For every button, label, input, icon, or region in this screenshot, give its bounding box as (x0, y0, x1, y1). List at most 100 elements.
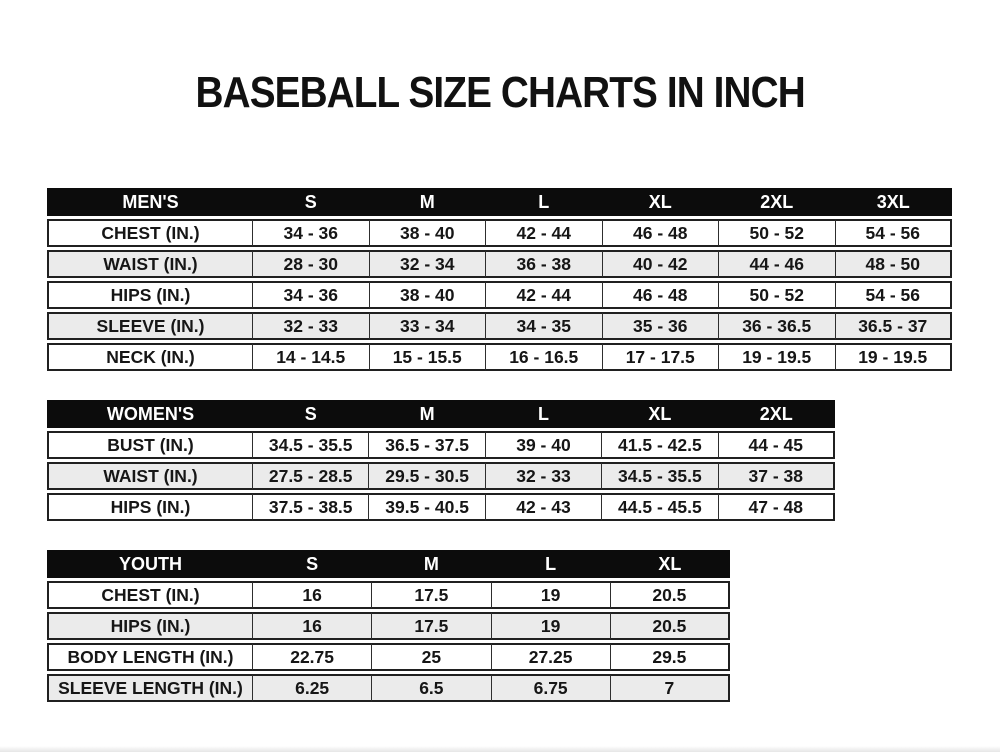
size-value-cell: 27.5 - 28.5 (253, 462, 370, 490)
size-column-header: XL (610, 550, 730, 578)
table-row: WAIST (IN.) 28 - 30 32 - 34 36 - 38 40 - 42 4… (47, 250, 952, 278)
size-column-header: 2XL (719, 188, 836, 216)
size-value-cell: 20.5 (610, 581, 730, 609)
size-column-header: L (486, 188, 603, 216)
size-column-header: XL (602, 188, 719, 216)
size-value-cell: 38 - 40 (369, 281, 486, 309)
size-value-cell: 36 - 36.5 (719, 312, 836, 340)
table-row: NECK (IN.) 14 - 14.5 15 - 15.5 16 - 16.5 17 … (47, 343, 952, 371)
size-value-cell: 15 - 15.5 (369, 343, 486, 371)
header-row: MEN'S S M L XL 2XL 3XL (47, 188, 952, 216)
row-label-cell: HIPS (IN.) (47, 493, 253, 521)
row-label-cell: WAIST (IN.) (47, 462, 253, 490)
size-column-header: XL (602, 400, 719, 428)
size-value-cell: 6.5 (372, 674, 492, 702)
table-row: HIPS (IN.) 34 - 36 38 - 40 42 - 44 46 - 48 50… (47, 281, 952, 309)
header-row: YOUTH S M L XL (47, 550, 730, 578)
size-value-cell: 46 - 48 (602, 281, 719, 309)
table-row: CHEST (IN.) 34 - 36 38 - 40 42 - 44 46 - 48 5… (47, 219, 952, 247)
size-value-cell: 28 - 30 (253, 250, 370, 278)
size-value-cell: 41.5 - 42.5 (602, 431, 719, 459)
size-value-cell: 20.5 (610, 612, 730, 640)
size-value-cell: 36.5 - 37 (835, 312, 952, 340)
womens-size-table: WOMEN'S S M L XL 2XL BUST (IN.) 34.5 - 35.5 36.5… (47, 397, 835, 524)
table-title-cell: WOMEN'S (47, 400, 253, 428)
row-label-cell: SLEEVE (IN.) (47, 312, 253, 340)
size-value-cell: 34.5 - 35.5 (602, 462, 719, 490)
size-value-cell: 17.5 (372, 581, 492, 609)
size-value-cell: 25 (372, 643, 492, 671)
page-title-wrap: BASEBALL SIZE CHARTS IN INCH (0, 68, 1000, 118)
size-value-cell: 44 - 45 (718, 431, 835, 459)
size-column-header: L (491, 550, 611, 578)
size-value-cell: 36 - 38 (486, 250, 603, 278)
table-row: BODY LENGTH (IN.) 22.75 25 27.25 29.5 (47, 643, 730, 671)
size-value-cell: 17 - 17.5 (602, 343, 719, 371)
size-value-cell: 16 - 16.5 (486, 343, 603, 371)
size-value-cell: 19 - 19.5 (835, 343, 952, 371)
row-label-cell: CHEST (IN.) (47, 581, 253, 609)
size-column-header: M (369, 400, 486, 428)
size-value-cell: 29.5 (610, 643, 730, 671)
table-row: CHEST (IN.) 16 17.5 19 20.5 (47, 581, 730, 609)
size-value-cell: 46 - 48 (602, 219, 719, 247)
size-value-cell: 54 - 56 (835, 281, 952, 309)
size-value-cell: 14 - 14.5 (253, 343, 370, 371)
size-value-cell: 16 (253, 581, 373, 609)
size-value-cell: 6.25 (253, 674, 373, 702)
size-value-cell: 32 - 33 (253, 312, 370, 340)
size-tables: MEN'S S M L XL 2XL 3XL CHEST (IN.) 34 - 36 38 - 4… (47, 185, 952, 728)
size-column-header: M (372, 550, 492, 578)
size-value-cell: 40 - 42 (602, 250, 719, 278)
size-value-cell: 47 - 48 (718, 493, 835, 521)
size-value-cell: 37 - 38 (718, 462, 835, 490)
size-value-cell: 22.75 (253, 643, 373, 671)
row-label-cell: HIPS (IN.) (47, 612, 253, 640)
row-label-cell: WAIST (IN.) (47, 250, 253, 278)
header-row: WOMEN'S S M L XL 2XL (47, 400, 835, 428)
size-value-cell: 19 (491, 581, 611, 609)
table-title-cell: YOUTH (47, 550, 253, 578)
size-value-cell: 32 - 33 (485, 462, 603, 490)
table-row: SLEEVE (IN.) 32 - 33 33 - 34 34 - 35 35 - 36… (47, 312, 952, 340)
size-column-header: 2XL (718, 400, 835, 428)
size-value-cell: 6.75 (491, 674, 611, 702)
table-row: HIPS (IN.) 37.5 - 38.5 39.5 - 40.5 42 - 43 4… (47, 493, 835, 521)
size-value-cell: 34.5 - 35.5 (253, 431, 370, 459)
mens-size-table: MEN'S S M L XL 2XL 3XL CHEST (IN.) 34 - 36 38 - 4… (47, 185, 952, 374)
size-value-cell: 35 - 36 (602, 312, 719, 340)
size-column-header: M (369, 188, 486, 216)
size-value-cell: 44.5 - 45.5 (602, 493, 719, 521)
size-value-cell: 19 - 19.5 (719, 343, 836, 371)
table-title-cell: MEN'S (47, 188, 253, 216)
size-value-cell: 27.25 (491, 643, 611, 671)
table-row: WAIST (IN.) 27.5 - 28.5 29.5 - 30.5 32 - 33… (47, 462, 835, 490)
row-label-cell: HIPS (IN.) (47, 281, 253, 309)
size-value-cell: 19 (491, 612, 611, 640)
row-label-cell: CHEST (IN.) (47, 219, 253, 247)
size-value-cell: 7 (610, 674, 730, 702)
size-value-cell: 42 - 44 (486, 281, 603, 309)
size-column-header: 3XL (835, 188, 952, 216)
size-value-cell: 32 - 34 (369, 250, 486, 278)
size-column-header: S (253, 188, 370, 216)
size-value-cell: 39 - 40 (485, 431, 603, 459)
size-value-cell: 29.5 - 30.5 (369, 462, 486, 490)
size-value-cell: 42 - 44 (486, 219, 603, 247)
size-value-cell: 50 - 52 (719, 281, 836, 309)
size-column-header: S (253, 550, 373, 578)
row-label-cell: SLEEVE LENGTH (IN.) (47, 674, 253, 702)
table-row: SLEEVE LENGTH (IN.) 6.25 6.5 6.75 7 (47, 674, 730, 702)
size-value-cell: 54 - 56 (835, 219, 952, 247)
size-value-cell: 34 - 36 (253, 219, 370, 247)
size-value-cell: 16 (253, 612, 373, 640)
size-value-cell: 39.5 - 40.5 (369, 493, 486, 521)
table-row: BUST (IN.) 34.5 - 35.5 36.5 - 37.5 39 - 40 4… (47, 431, 835, 459)
size-value-cell: 50 - 52 (719, 219, 836, 247)
size-value-cell: 42 - 43 (485, 493, 603, 521)
size-column-header: L (485, 400, 603, 428)
table-row: HIPS (IN.) 16 17.5 19 20.5 (47, 612, 730, 640)
size-value-cell: 33 - 34 (369, 312, 486, 340)
page-title: BASEBALL SIZE CHARTS IN INCH (195, 68, 805, 117)
